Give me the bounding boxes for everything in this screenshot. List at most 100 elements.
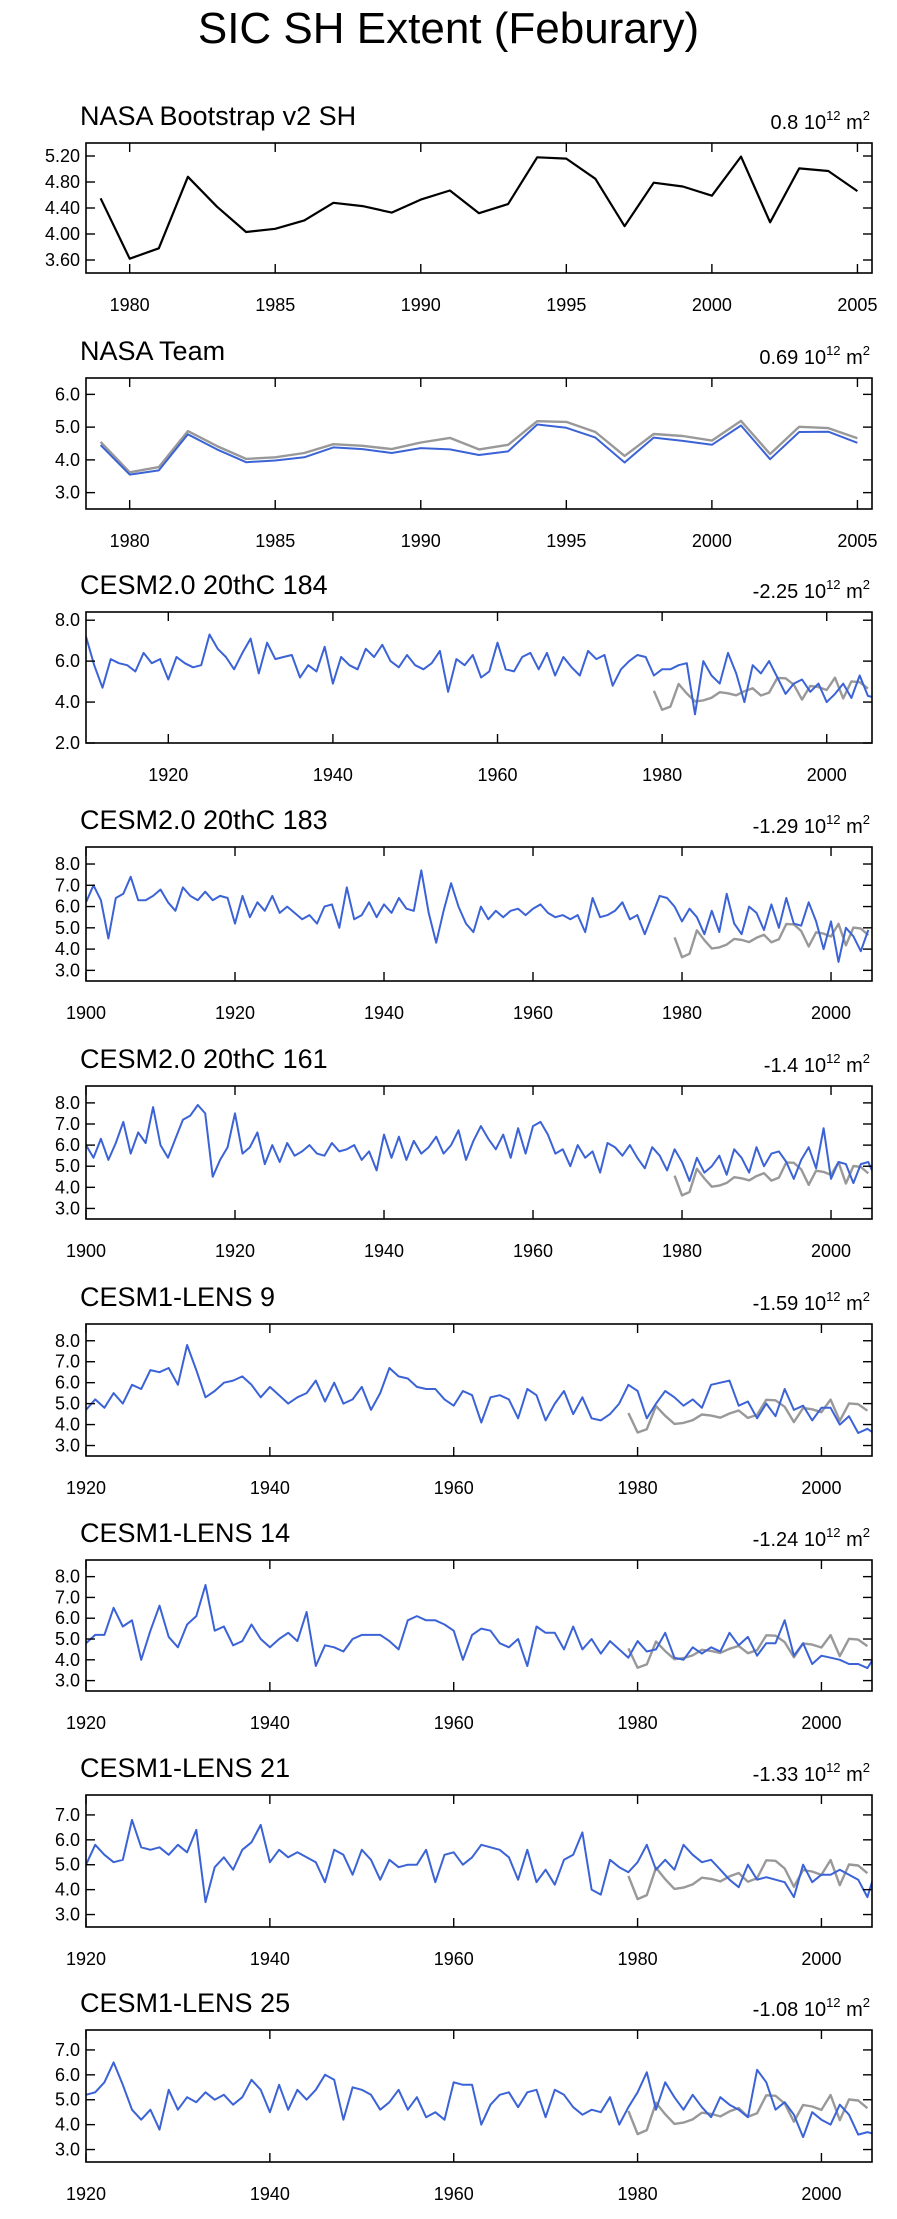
series-line-observed <box>99 155 859 260</box>
y-tick-label: 5.0 <box>55 1156 80 1176</box>
trend-label: -1.33 1012 m2 <box>753 1760 870 1786</box>
plot-frame <box>85 611 873 744</box>
trend-unit-suffix: m <box>841 1764 863 1786</box>
y-tick-label: 7.0 <box>55 875 80 895</box>
trend-value: -1.08 <box>753 1999 804 2021</box>
trend-unit-base: 10 <box>804 816 826 838</box>
x-tick-label: 1960 <box>434 1949 474 1969</box>
y-tick-label: 3.0 <box>55 1671 80 1691</box>
trend-label: -1.08 1012 m2 <box>753 1995 870 2021</box>
y-tick-label: 6.0 <box>55 897 80 917</box>
trend-unit-suffix: m <box>841 1055 863 1077</box>
y-tick-label: 3.60 <box>45 250 80 270</box>
y-tick-label: 5.0 <box>55 417 80 437</box>
plot-frame <box>85 2029 873 2163</box>
x-tick-label: 1980 <box>618 1949 658 1969</box>
y-tick-label: 3.0 <box>55 960 80 980</box>
y-tick-label: 8.0 <box>55 1331 80 1351</box>
x-tick-label: 1960 <box>434 1478 474 1498</box>
panel-4: CESM2.0 20thC 183 -1.29 1012 m2 3.04.05.06… <box>55 805 873 1023</box>
y-tick-label: 6.0 <box>55 651 80 671</box>
x-tick-label: 2000 <box>801 1949 841 1969</box>
trend-unit-suffix: m <box>841 347 863 369</box>
x-tick-label: 1990 <box>401 295 441 315</box>
trend-unit-exp: 12 <box>826 1525 840 1540</box>
trend-unit-exp: 12 <box>826 1289 840 1304</box>
y-tick-label: 6.0 <box>55 1830 80 1850</box>
trend-label: 0.8 1012 m2 <box>770 108 870 134</box>
trend-unit-base: 10 <box>804 1529 826 1551</box>
trend-unit-suffix: m <box>841 112 863 134</box>
y-tick-label: 5.0 <box>55 918 80 938</box>
panel-title: CESM2.0 20thC 183 <box>80 805 328 835</box>
trend-label: -1.24 1012 m2 <box>753 1525 870 1551</box>
trend-unit-base: 10 <box>804 1055 826 1077</box>
y-tick-label: 4.0 <box>55 1650 80 1670</box>
y-tick-label: 6.0 <box>55 1373 80 1393</box>
series-line-model <box>86 1584 872 1670</box>
y-tick-label: 3.0 <box>55 1905 80 1925</box>
x-tick-label: 2000 <box>811 1003 851 1023</box>
x-tick-label: 1980 <box>618 1478 658 1498</box>
x-tick-label: 2000 <box>692 295 732 315</box>
panel-title: CESM2.0 20thC 184 <box>80 570 328 600</box>
trend-unit-base: 10 <box>804 112 826 134</box>
y-tick-label: 4.0 <box>55 692 80 712</box>
trend-unit-suffix-exp: 2 <box>863 1525 870 1540</box>
trend-unit-exp: 12 <box>826 1995 840 2010</box>
trend-unit-exp: 12 <box>826 1760 840 1775</box>
x-tick-label: 1900 <box>66 1003 106 1023</box>
x-tick-label: 1980 <box>618 2184 658 2204</box>
y-tick-label: 7.0 <box>55 1352 80 1372</box>
trend-unit-exp: 12 <box>826 812 840 827</box>
trend-value: -2.25 <box>753 581 804 603</box>
plot-frame <box>85 142 873 274</box>
x-tick-label: 1940 <box>364 1241 404 1261</box>
panel-title: NASA Bootstrap v2 SH <box>80 101 356 131</box>
series-line-reference <box>627 1858 869 1901</box>
y-tick-label: 4.0 <box>55 1880 80 1900</box>
trend-unit-base: 10 <box>804 1764 826 1786</box>
y-tick-label: 3.0 <box>55 483 80 503</box>
panel-title: NASA Team <box>80 336 225 366</box>
y-tick-label: 8.0 <box>55 854 80 874</box>
series-line-model <box>99 423 858 476</box>
plot-frame <box>85 1323 873 1457</box>
x-tick-label: 1960 <box>434 1713 474 1733</box>
x-tick-label: 1985 <box>255 531 295 551</box>
trend-label: -2.25 1012 m2 <box>753 577 870 603</box>
x-tick-label: 2000 <box>807 765 847 785</box>
y-tick-label: 5.20 <box>45 146 80 166</box>
x-tick-label: 2000 <box>801 1478 841 1498</box>
trend-unit-suffix: m <box>841 1529 863 1551</box>
y-tick-label: 4.0 <box>55 2115 80 2135</box>
y-tick-label: 4.0 <box>55 450 80 470</box>
trend-unit-base: 10 <box>804 581 826 603</box>
y-tick-label: 8.0 <box>55 1567 80 1587</box>
series-line-model <box>86 1344 872 1434</box>
series-line-model <box>86 1104 872 1185</box>
panel-title: CESM1-LENS 9 <box>80 1282 275 1312</box>
trend-value: 0.69 <box>759 347 803 369</box>
x-tick-label: 1995 <box>546 531 586 551</box>
y-tick-label: 2.0 <box>55 733 80 753</box>
series-line-reference <box>627 1633 869 1669</box>
trend-unit-suffix: m <box>841 581 863 603</box>
y-tick-label: 4.00 <box>45 224 80 244</box>
trend-unit-suffix: m <box>841 1293 863 1315</box>
x-tick-label: 1985 <box>255 295 295 315</box>
y-tick-label: 6.0 <box>55 384 80 404</box>
x-tick-label: 2005 <box>837 295 877 315</box>
y-tick-label: 3.0 <box>55 1198 80 1218</box>
plot-frame <box>85 1085 873 1220</box>
x-tick-label: 2005 <box>837 531 877 551</box>
x-tick-label: 1920 <box>66 1478 106 1498</box>
trend-unit-suffix-exp: 2 <box>863 1995 870 2010</box>
y-tick-label: 4.80 <box>45 172 80 192</box>
y-tick-label: 3.0 <box>55 1436 80 1456</box>
y-tick-label: 7.0 <box>55 1114 80 1134</box>
x-tick-label: 1960 <box>513 1003 553 1023</box>
y-tick-label: 4.40 <box>45 198 80 218</box>
y-tick-label: 5.0 <box>55 1629 80 1649</box>
